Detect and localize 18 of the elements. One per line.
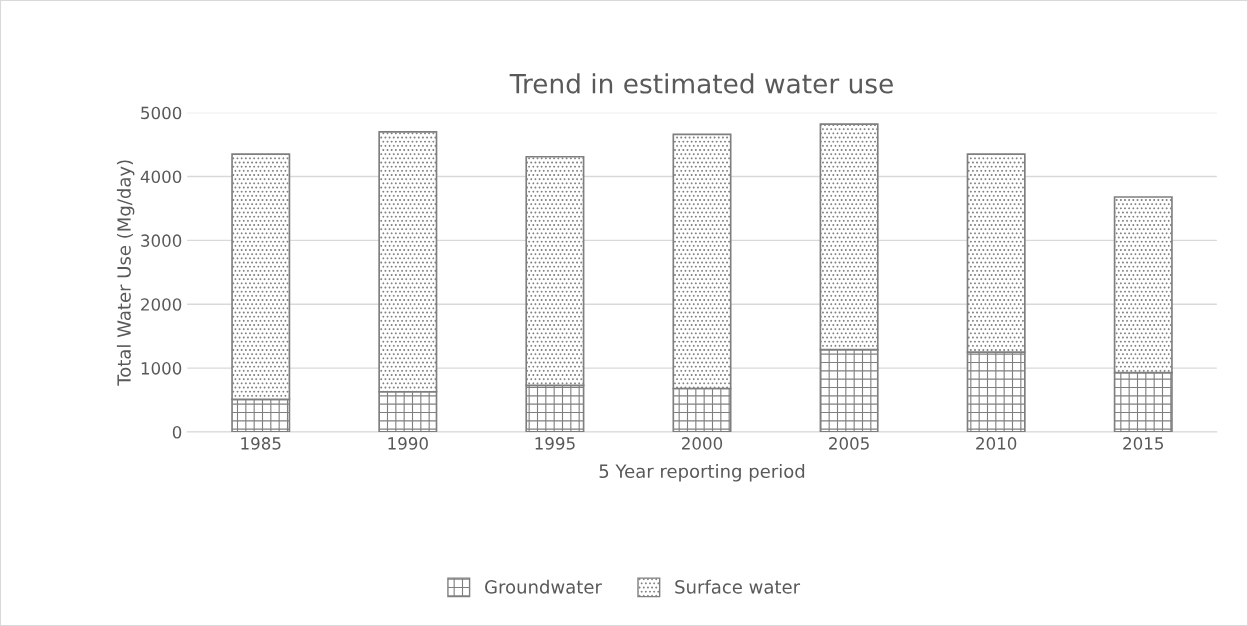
y-tick-label: 1000 [141, 362, 182, 375]
legend-label: Surface water [675, 579, 801, 594]
x-tick-label: 1995 [535, 437, 575, 450]
y-tick-label: 2000 [141, 298, 182, 311]
x-tick-label: 2015 [1123, 437, 1164, 450]
x-tick-label: 1990 [388, 437, 428, 450]
y-axis-title: Total Water Use (Mg/day) [116, 160, 135, 386]
chart-title: Trend in estimated water use [509, 73, 893, 94]
y-tick-label: 0 [172, 425, 182, 439]
x-tick-label: 2000 [682, 437, 723, 450]
y-tick-label: 5000 [141, 106, 182, 120]
y-tick-label: 4000 [140, 170, 182, 184]
x-tick-label: 2010 [976, 437, 1017, 450]
x-tick-label: 2005 [829, 437, 869, 450]
x-tick-label: 1985 [241, 437, 281, 450]
x-axis-title: 5 Year reporting period [599, 464, 805, 482]
y-tick-label: 3000 [141, 234, 182, 247]
legend-label: Groundwater [485, 579, 602, 594]
